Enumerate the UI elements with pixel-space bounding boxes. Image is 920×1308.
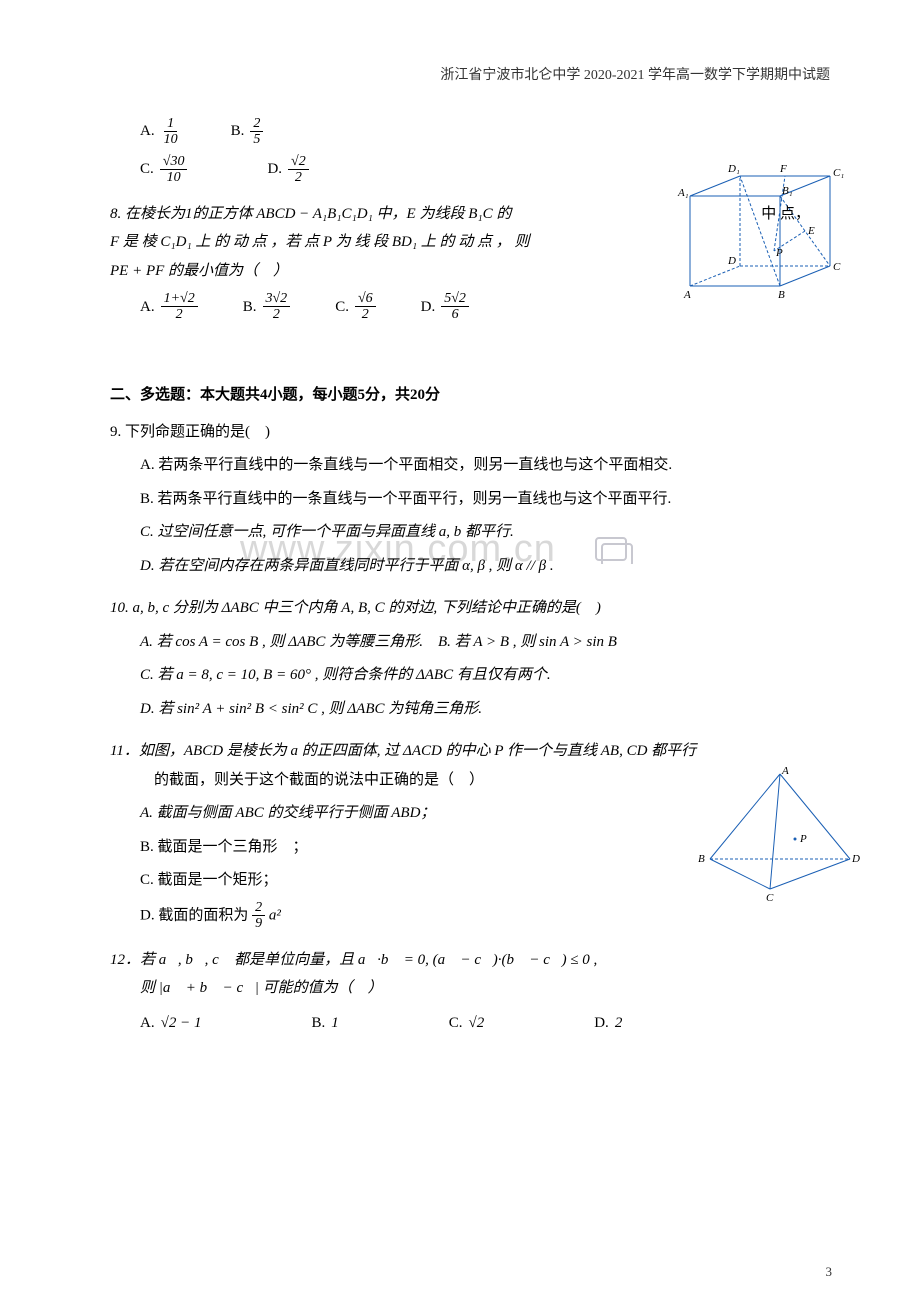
opt-label: D. bbox=[267, 161, 282, 178]
q10-d: D. 若 sin² A + sin² B < sin² C , 则 ΔABC 为… bbox=[140, 695, 810, 724]
question-12: 12．若 a⃗, b⃗, c⃗ 都是单位向量，且 a⃗·b⃗ = 0, (a⃗ … bbox=[110, 946, 810, 1038]
q8-line3: PE + PF 的最小值为（ ） bbox=[110, 257, 810, 286]
page-number: 3 bbox=[826, 1264, 833, 1280]
q7-option-b: B. 25 bbox=[231, 116, 264, 148]
q10-c: C. 若 a = 8, c = 10, B = 60° , 则符合条件的 ΔAB… bbox=[140, 661, 810, 690]
q9-stem: 9. 下列命题正确的是( ) bbox=[110, 418, 810, 447]
q8-options: A. 1+√22 B. 3√22 C. √62 D. 5√26 bbox=[140, 291, 810, 323]
q12-b: B. 1 bbox=[311, 1009, 338, 1038]
question-10: 10. a, b, c 分别为 ΔABC 中三个内角 A, B, C 的对边, … bbox=[110, 594, 810, 723]
q12-stem: 12．若 a⃗, b⃗, c⃗ 都是单位向量，且 a⃗·b⃗ = 0, (a⃗ … bbox=[110, 946, 810, 975]
question-8: 8. 在棱长为1的正方体 ABCD − A₁B₁C₁D₁ 中，E 为线段 B₁C… bbox=[110, 200, 810, 323]
q11-b: B. 截面是一个三角形 ； bbox=[140, 833, 810, 862]
svg-text:C₁: C₁ bbox=[833, 167, 844, 179]
q11-stem: 11．如图，ABCD 是棱长为 a 的正四面体, 过 ΔACD 的中心 P 作一… bbox=[110, 737, 810, 766]
q8-line1-end: 中 点， bbox=[761, 200, 810, 229]
q12-options: A. √2 − 1 B. 1 C. √2 D. 2 bbox=[140, 1009, 810, 1038]
section-2-title: 二、多选题：本大题共4小题，每小题5分，共20分 bbox=[110, 383, 810, 404]
q8-option-c: C. √62 bbox=[335, 291, 375, 323]
q7-options-row2: C. √3010 D. √22 bbox=[140, 154, 810, 186]
q9-b: B. 若两条平行直线中的一条直线与一个平面平行，则另一直线也与这个平面平行. bbox=[140, 485, 810, 514]
opt-label: A. bbox=[140, 123, 155, 140]
q9-a: A. 若两条平行直线中的一条直线与一个平面相交，则另一直线也与这个平面相交. bbox=[140, 451, 810, 480]
q8-line2: F 是 棱 C₁D₁ 上 的 动 点 ，若 点 P 为 线 段 BD₁ 上 的 … bbox=[110, 228, 600, 257]
q9-c: C. 过空间任意一点, 可作一个平面与异面直线 a, b 都平行. bbox=[140, 518, 810, 547]
q9-d: D. 若在空间内存在两条异面直线同时平行于平面 α, β , 则 α // β … bbox=[140, 552, 810, 581]
svg-text:D: D bbox=[851, 853, 860, 865]
opt-label: B. bbox=[231, 123, 245, 140]
q8-line1: 8. 在棱长为1的正方体 ABCD − A₁B₁C₁D₁ 中，E 为线段 B₁C… bbox=[110, 200, 511, 229]
q7-option-c: C. √3010 bbox=[140, 154, 187, 186]
q11-a: A. 截面与侧面 ABC 的交线平行于侧面 ABD； bbox=[140, 799, 810, 828]
q12-d: D. 2 bbox=[594, 1009, 622, 1038]
q11-c: C. 截面是一个矩形； bbox=[140, 866, 810, 895]
q12-a: A. √2 − 1 bbox=[140, 1009, 201, 1038]
q8-option-d: D. 5√26 bbox=[421, 291, 469, 323]
opt-label: C. bbox=[140, 161, 154, 178]
q11-stem2: 的截面，则关于这个截面的说法中正确的是（ ） bbox=[154, 766, 810, 795]
q8-option-a: A. 1+√22 bbox=[140, 291, 198, 323]
q7-options-row1: A. 110 B. 25 bbox=[140, 116, 810, 148]
page-content: A. 110 B. 25 C. √3010 D. √22 8. 在棱长为1的正方… bbox=[110, 116, 810, 1037]
question-9: 9. 下列命题正确的是( ) A. 若两条平行直线中的一条直线与一个平面相交，则… bbox=[110, 418, 810, 581]
page-header: 浙江省宁波市北仑中学 2020-2021 学年高一数学下学期期中试题 bbox=[440, 64, 830, 84]
q11-d: D. 截面的面积为 29 a² bbox=[140, 900, 810, 932]
q7-option-d: D. √22 bbox=[267, 154, 308, 186]
q7-option-a: A. 110 bbox=[140, 116, 181, 148]
q8-option-b: B. 3√22 bbox=[243, 291, 290, 323]
svg-text:C: C bbox=[833, 261, 841, 273]
q12-c: C. √2 bbox=[449, 1009, 485, 1038]
q10-stem: 10. a, b, c 分别为 ΔABC 中三个内角 A, B, C 的对边, … bbox=[110, 594, 810, 623]
q10-a: A. 若 cos A = cos B , 则 ΔABC 为等腰三角形. B. 若… bbox=[140, 628, 810, 657]
question-11: 11．如图，ABCD 是棱长为 a 的正四面体, 过 ΔACD 的中心 P 作一… bbox=[110, 737, 810, 931]
q12-stem2: 则 |a⃗ + b⃗ − c⃗| 可能的值为（ ） bbox=[140, 974, 810, 1003]
